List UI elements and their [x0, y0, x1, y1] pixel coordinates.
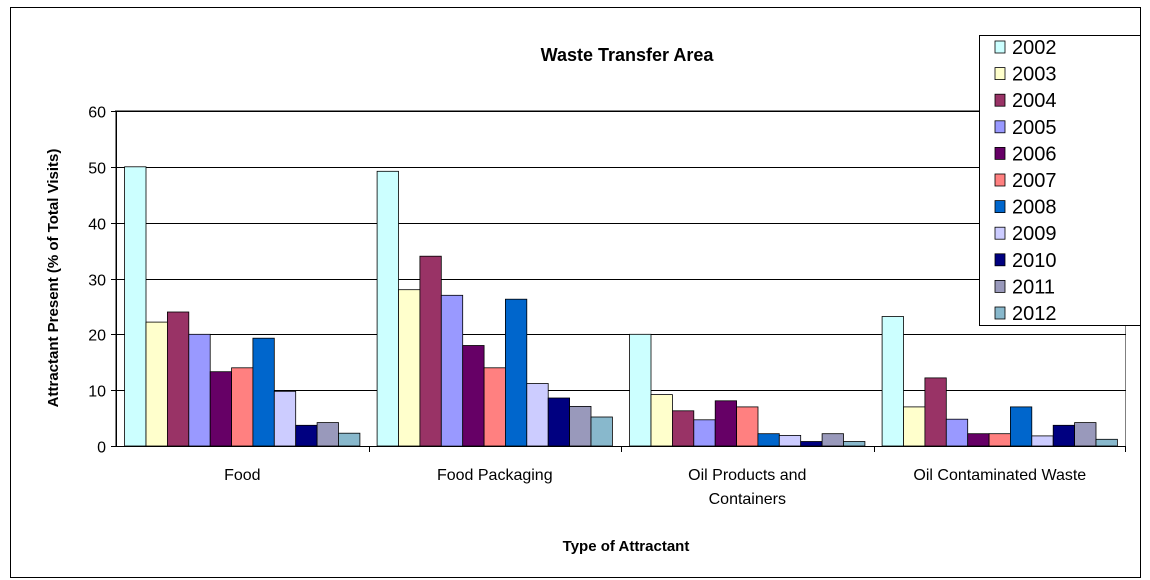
- bar-2002-1: [376, 170, 399, 447]
- bar-2010-0: [295, 424, 318, 447]
- bar-series-group: [124, 166, 1118, 447]
- bar-2009-2: [778, 434, 802, 447]
- x-tick-label: Oil Products and: [688, 467, 806, 484]
- legend-swatch-2010: [994, 253, 1006, 267]
- legend-label: 2011: [1012, 276, 1055, 298]
- legend-swatch-2008: [994, 200, 1006, 214]
- bar-2003-3: [903, 406, 926, 447]
- legend-label: 2003: [1012, 64, 1057, 86]
- bar-2009-0: [273, 390, 297, 447]
- y-tick-label: 0: [97, 440, 106, 457]
- bar-2008-3: [1010, 406, 1033, 447]
- legend-label: 2005: [1012, 117, 1057, 139]
- bar-2009-3: [1031, 435, 1054, 447]
- bar-2007-1: [483, 367, 506, 447]
- bar-2007-2: [736, 406, 759, 447]
- y-tick-label: 60: [88, 105, 106, 122]
- legend-label: 2002: [1012, 37, 1057, 59]
- gridlines: [116, 111, 1126, 391]
- y-tick-label: 40: [88, 217, 106, 234]
- bar-2011-1: [569, 405, 592, 447]
- bar-2012-2: [843, 441, 866, 447]
- bar-2006-3: [967, 433, 990, 447]
- bar-2008-2: [757, 433, 780, 447]
- legend-swatch-2007: [994, 173, 1006, 187]
- x-axis-label: Type of Attractant: [563, 538, 690, 555]
- legend-swatch-2012: [994, 306, 1006, 320]
- legend-swatch-2003: [994, 67, 1006, 80]
- legend-label: 2008: [1012, 197, 1057, 219]
- bar-2004-0: [166, 311, 190, 447]
- bar-2004-1: [419, 255, 442, 447]
- bar-2004-2: [672, 410, 695, 447]
- y-tick-label: 10: [88, 384, 106, 401]
- y-tick-label: 50: [88, 161, 106, 178]
- bar-2002-0: [124, 166, 147, 447]
- legend-swatch-2002: [994, 40, 1006, 54]
- legend-box: [979, 35, 1141, 326]
- bar-2011-2: [821, 433, 844, 447]
- y-tick-label: 20: [88, 328, 106, 345]
- bar-2006-1: [462, 345, 485, 447]
- chart-title: Waste Transfer Area: [541, 45, 715, 65]
- bar-2003-2: [650, 394, 673, 447]
- legend-label: 2010: [1012, 250, 1057, 272]
- bar-2007-3: [988, 433, 1011, 447]
- x-tick-label: Food Packaging: [437, 467, 553, 484]
- axes: 0 10 20 30 40 50 60 Food Food Packaging Oil Produ…: [88, 105, 1126, 508]
- x-tick-label: Food: [224, 467, 260, 484]
- legend-swatch-2006: [994, 146, 1006, 160]
- legend-label: 2006: [1012, 143, 1057, 165]
- bar-2005-3: [945, 418, 969, 447]
- bar-2004-3: [924, 377, 947, 447]
- bar-2011-0: [316, 422, 339, 447]
- bar-2003-1: [398, 289, 421, 447]
- legend-label: 2012: [1012, 303, 1057, 325]
- legend-label: 2009: [1012, 223, 1057, 245]
- bar-2003-0: [145, 321, 168, 447]
- legend-swatch-2009: [994, 226, 1006, 240]
- bar-2012-0: [338, 432, 361, 447]
- bar-2012-3: [1095, 438, 1118, 447]
- y-tick-label: 30: [88, 273, 106, 290]
- bar-2006-2: [714, 400, 738, 447]
- bar-2007-0: [231, 367, 254, 447]
- bar-2002-3: [881, 316, 904, 447]
- bar-2005-2: [693, 419, 716, 447]
- bar-2010-2: [800, 441, 823, 447]
- bar-2009-1: [526, 383, 549, 447]
- bar-2005-0: [188, 333, 211, 447]
- legend-swatch-2005: [994, 120, 1006, 134]
- x-tick-label: Containers: [709, 491, 786, 508]
- legend-swatch-2004: [994, 93, 1006, 107]
- bar-2008-1: [504, 298, 528, 447]
- legend: 2002 2003 2004 2005 2006 2007 2008 2009 2010 2011…: [979, 35, 1141, 326]
- bar-2002-2: [629, 333, 652, 447]
- bar-2005-1: [440, 294, 464, 447]
- x-tick-label: Oil Contaminated Waste: [913, 467, 1086, 484]
- legend-label: 2004: [1012, 90, 1057, 112]
- bar-2010-1: [547, 397, 571, 447]
- y-axis-label: Attractant Present (% of Total Visits): [45, 149, 62, 408]
- bar-2006-0: [209, 371, 232, 447]
- bar-2010-3: [1052, 424, 1075, 447]
- bar-2012-1: [590, 416, 613, 447]
- bar-2011-3: [1074, 422, 1097, 447]
- legend-label: 2007: [1012, 170, 1057, 192]
- bar-2008-0: [252, 337, 275, 447]
- legend-swatch-2011: [994, 279, 1006, 293]
